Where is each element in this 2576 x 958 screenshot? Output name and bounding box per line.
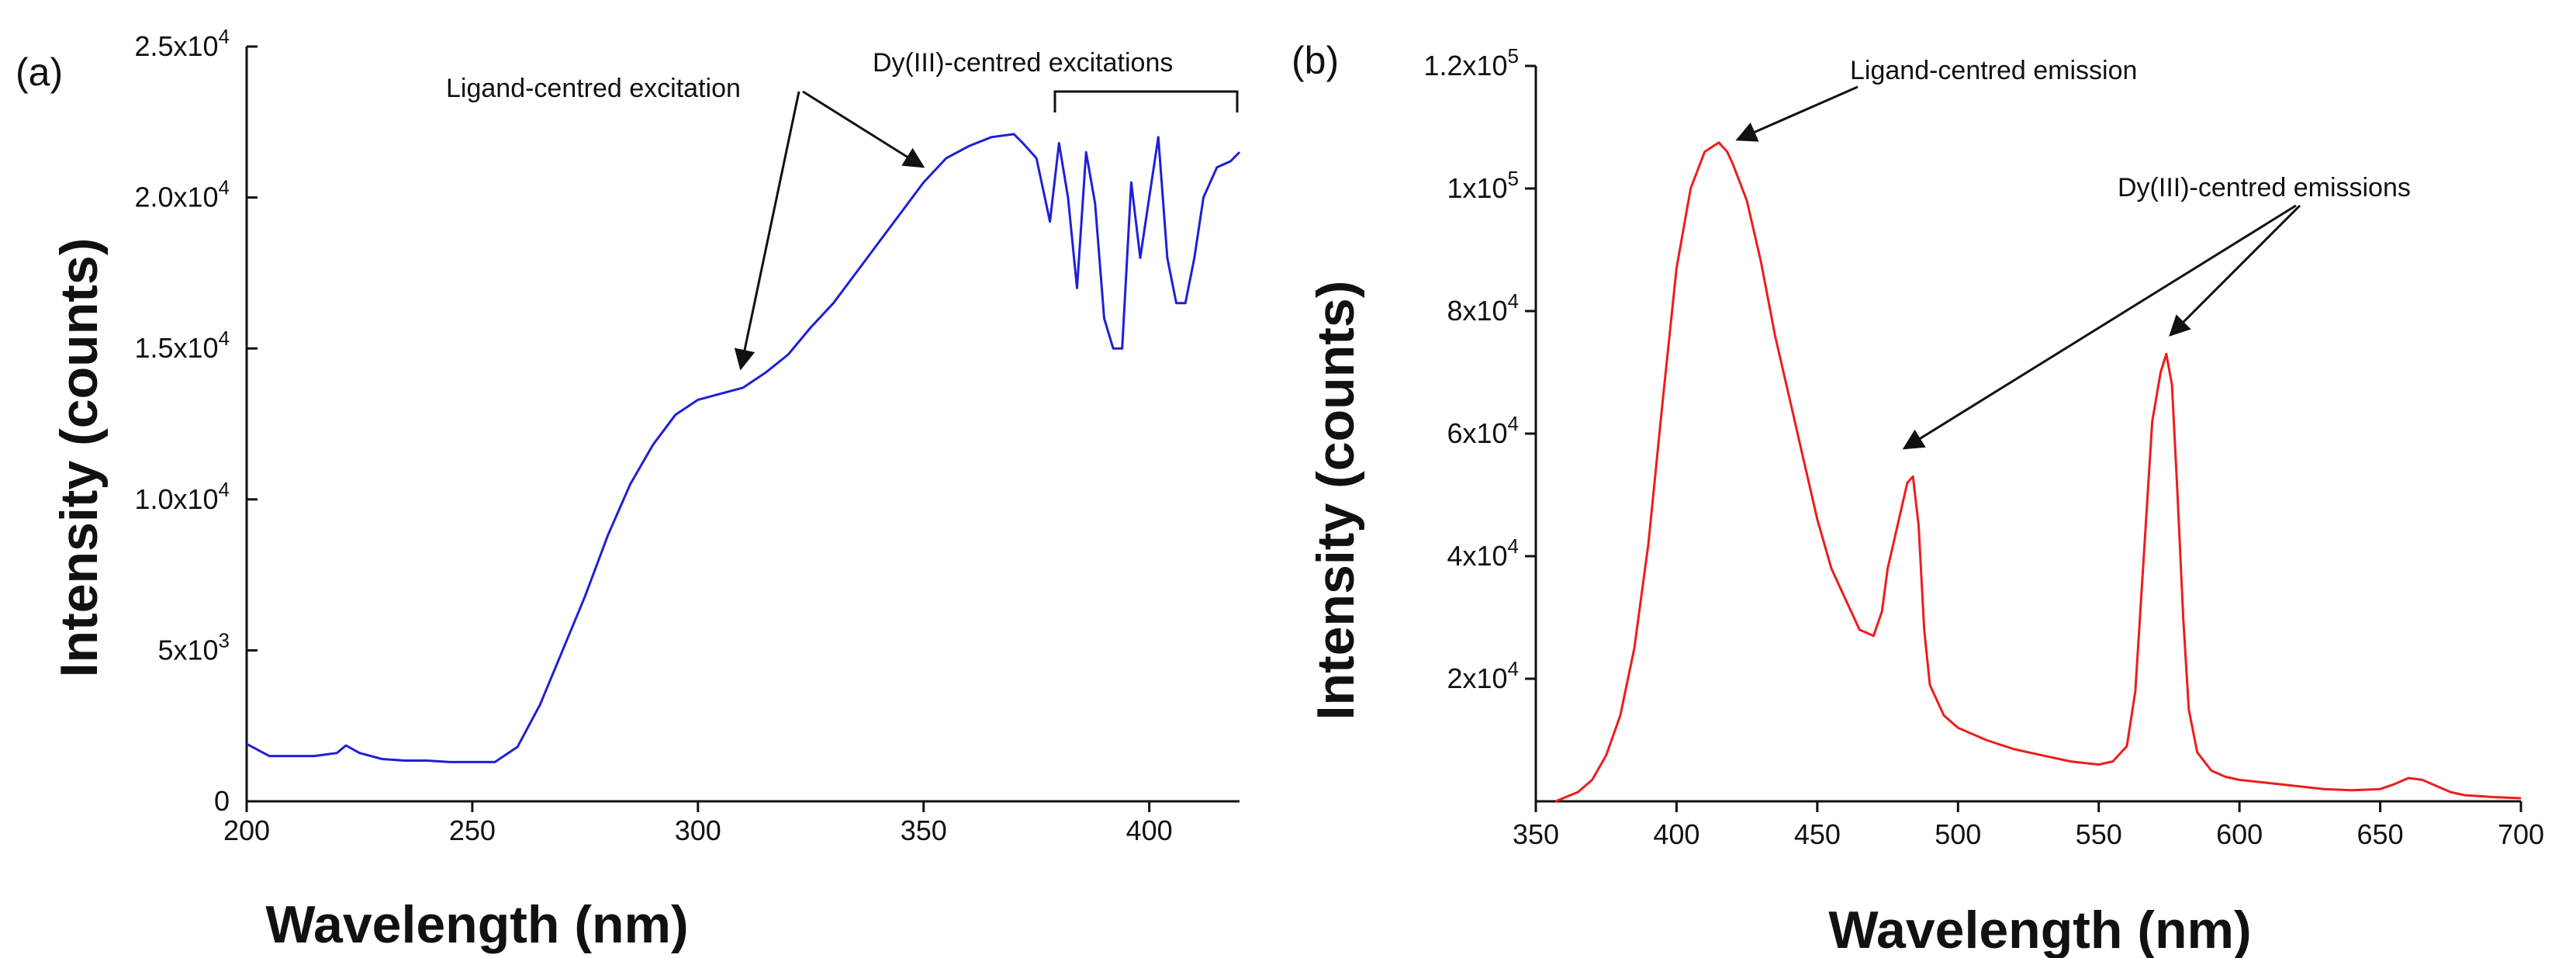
x-tick-label: 200 [223, 814, 270, 846]
y-tick-label: 5x103 [157, 628, 230, 666]
y-tick-label: 6x104 [1447, 412, 1519, 449]
y-tick-label: 8x104 [1447, 289, 1519, 327]
x-tick-label: 400 [1653, 818, 1699, 850]
x-tick-label: 350 [901, 814, 947, 846]
x-tick-label: 300 [675, 814, 721, 846]
y-tick-label: 4x104 [1447, 534, 1519, 572]
x-tick-label: 600 [2216, 818, 2263, 850]
panel-a-dy-bracket [1053, 90, 1239, 112]
panel-a-axes [245, 47, 1240, 803]
x-tick-label: 550 [2076, 818, 2122, 850]
panel-a-ligand-annotation: Ligand-centred excitation [446, 74, 741, 103]
panel-a-label: (a) [16, 50, 63, 94]
x-tick-label: 650 [2357, 818, 2404, 850]
y-tick-label: 0 [214, 785, 230, 817]
panel-a-x-axis-title: Wavelength (nm) [265, 895, 688, 954]
y-tick-label: 1.5x104 [134, 327, 230, 364]
panel-a-ligand-arrow-2 [802, 90, 925, 168]
panel-b-y-ticks: 2x104 4x104 6x104 8x104 1x105 1.2x105 [1423, 44, 1536, 694]
y-tick-label: 1x105 [1447, 167, 1519, 204]
panel-b-ligand-arrow [1735, 85, 1859, 142]
panel-a-ligand-arrow-1 [734, 91, 800, 371]
panel-b-x-axis-title: Wavelength (nm) [1828, 901, 2251, 958]
x-tick-label: 450 [1794, 818, 1841, 850]
panel-b-ligand-annotation: Ligand-centred emission [1850, 56, 2137, 85]
panel-a-x-ticks: 200 250 300 350 400 [223, 801, 1173, 846]
panel-b-label: (b) [1291, 39, 1339, 82]
panel-b-chart: (b) 2x104 4x104 6x104 8x104 1x105 1.2x105 350… [1291, 39, 2544, 958]
x-tick-label: 400 [1126, 814, 1173, 846]
x-tick-label: 250 [449, 814, 496, 846]
panel-b-dy-arrow-1 [1902, 204, 2297, 450]
panel-a-chart: (a) 0 5x103 1.0x104 1.5x104 2.0x104 2.5x104 2… [16, 25, 1241, 954]
panel-b-emission-line [1554, 141, 2522, 803]
panel-a-y-axis-title: Intensity (counts) [50, 238, 109, 678]
panel-a-y-ticks: 0 5x103 1.0x104 1.5x104 2.0x104 2.5x104 [134, 25, 258, 817]
y-tick-label: 1.0x104 [134, 478, 230, 515]
panel-b-dy-arrow-2 [2169, 204, 2301, 337]
panel-a-excitation-line [246, 133, 1241, 763]
panel-b-dy-annotation: Dy(III)-centred emissions [2118, 173, 2411, 202]
y-tick-label: 2x104 [1447, 657, 1519, 694]
panel-b-y-axis-title: Intensity (counts) [1306, 281, 1365, 721]
y-tick-label: 2.0x104 [134, 176, 230, 213]
panel-b-x-ticks: 350 400 450 500 550 600 650 700 [1513, 801, 2544, 850]
x-tick-label: 700 [2498, 818, 2544, 850]
panel-a-dy-annotation: Dy(III)-centred excitations [873, 48, 1173, 78]
x-tick-label: 500 [1935, 818, 1981, 850]
y-tick-label: 2.5x104 [134, 25, 230, 62]
y-tick-label: 1.2x105 [1423, 44, 1519, 81]
x-tick-label: 350 [1513, 818, 1559, 850]
